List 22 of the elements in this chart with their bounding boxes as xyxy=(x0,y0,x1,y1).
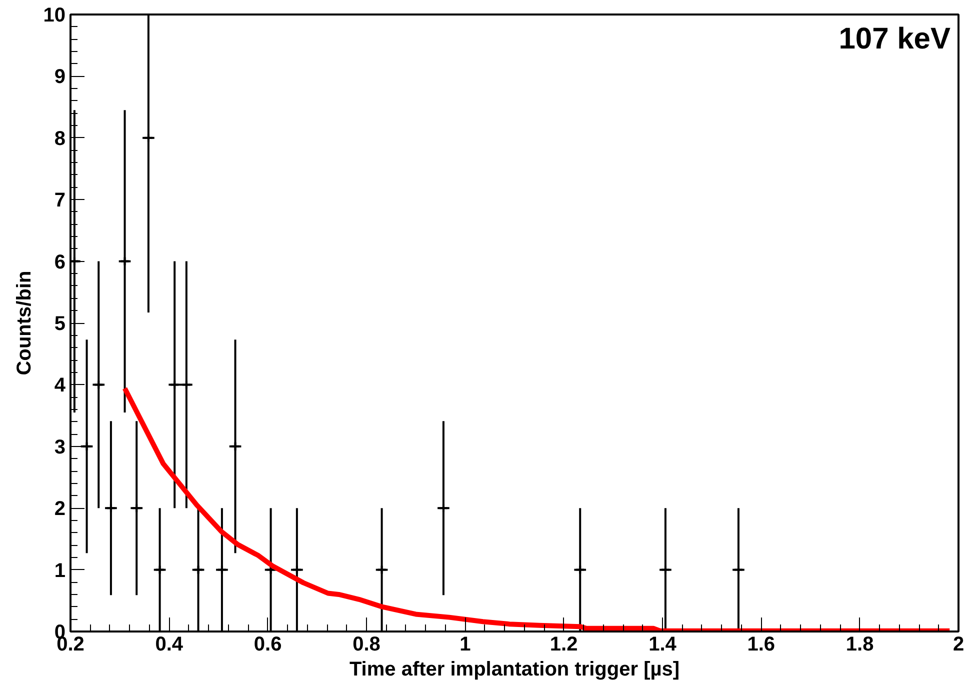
y-tick-label: 6 xyxy=(54,251,66,274)
x-tick-label: 0.8 xyxy=(352,634,380,656)
x-tick-label: 1.4 xyxy=(648,634,678,656)
x-tick-label: 2 xyxy=(952,634,964,656)
y-tick-label: 9 xyxy=(54,66,66,88)
y-tick-label: 10 xyxy=(43,4,66,26)
y-tick-label: 4 xyxy=(54,374,66,397)
x-tick-label: 0.6 xyxy=(254,634,282,656)
y-tick-label: 1 xyxy=(54,560,66,582)
x-tick-label: 1 xyxy=(460,634,471,656)
x-tick-label: 1.8 xyxy=(846,634,874,656)
annotation: 107 keV xyxy=(838,22,951,56)
y-tick-label: 8 xyxy=(54,128,66,150)
x-tick-label: 1.2 xyxy=(550,634,578,656)
y-tick-label: 3 xyxy=(54,436,66,458)
y-tick-label: 7 xyxy=(54,190,66,212)
x-axis-title: Time after implantation trigger [µs] xyxy=(349,658,680,680)
x-tick-label: 0.4 xyxy=(155,634,184,656)
x-tick-label: 1.6 xyxy=(747,634,776,656)
y-tick-label: 2 xyxy=(54,498,66,520)
y-axis-title: Counts/bin xyxy=(13,270,36,376)
y-tick-label: 5 xyxy=(54,313,66,335)
